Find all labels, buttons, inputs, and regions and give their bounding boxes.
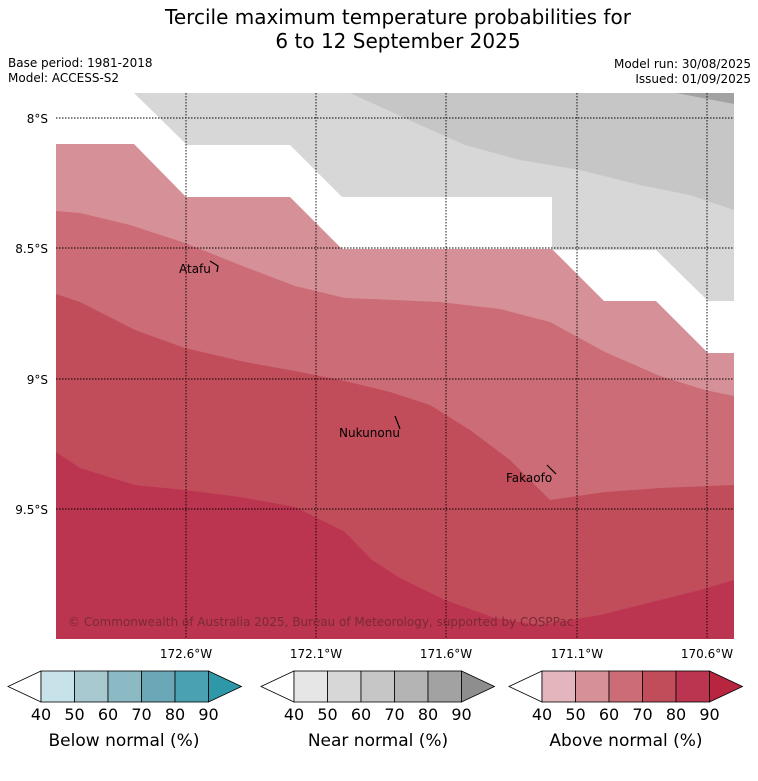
run-info: Model run: 30/08/2025 Issued: 01/09/2025	[614, 57, 751, 87]
title-line-1: Tercile maximum temperature probabilitie…	[165, 5, 631, 29]
model-text: Model: ACCESS-S2	[8, 71, 120, 85]
place-label-fakaofo: Fakaofo	[506, 471, 552, 485]
below-normal-colorbar-segment	[40, 670, 75, 703]
near-normal-colorbar-segment	[394, 670, 429, 703]
base-info: Base period: 1981-2018 Model: ACCESS-S2	[8, 56, 153, 86]
lon-label-170-6w: 170.6°W	[681, 647, 733, 661]
below-normal-tick-label: 60	[98, 705, 118, 724]
issued-text: Issued: 01/09/2025	[635, 72, 751, 86]
above-normal-colorbar-segment	[608, 670, 643, 703]
near-normal-colorbar-segment	[293, 670, 328, 703]
below-normal-colorbar-segment	[174, 670, 209, 703]
title-line-2: 6 to 12 September 2025	[275, 29, 521, 53]
fakaofo-island-outline	[546, 464, 557, 475]
below-normal-colorbar-min-arrow	[7, 670, 42, 703]
below-normal-tick-label: 70	[131, 705, 151, 724]
above-normal-colorbar-segment	[541, 670, 576, 703]
below-normal-tick-label: 40	[31, 705, 51, 724]
near-normal-tick-label: 70	[384, 705, 404, 724]
below-normal-colorbar-segment	[141, 670, 176, 703]
above-normal-tick-label: 40	[532, 705, 552, 724]
near-normal-tick-label: 60	[351, 705, 371, 724]
above-normal-tick-label: 60	[599, 705, 619, 724]
above-normal-colorbar-max-arrow	[709, 670, 744, 703]
near-normal-tick-label: 40	[284, 705, 304, 724]
base-period-text: Base period: 1981-2018	[8, 56, 153, 70]
near-normal-colorbar-segment	[360, 670, 395, 703]
below-normal-label: Below normal (%)	[48, 731, 200, 751]
near-normal-tick-label: 90	[451, 705, 471, 724]
lat-label-9s: 9°S	[27, 373, 48, 387]
below-normal-colorbar-max-arrow	[208, 670, 243, 703]
below-normal-colorbar-segment	[107, 670, 142, 703]
copyright-notice: © Commonwealth of Australia 2025, Bureau…	[68, 615, 573, 629]
above-normal-tick-label: 50	[565, 705, 585, 724]
lat-label-8-5s: 8.5°S	[15, 242, 48, 256]
near-normal-tick-label: 50	[317, 705, 337, 724]
lat-label-9-5s: 9.5°S	[15, 503, 48, 517]
below-normal-tick-label: 50	[64, 705, 84, 724]
above-normal-80-band	[56, 452, 734, 639]
near-normal-colorbar-max-arrow	[461, 670, 496, 703]
above-normal-colorbar-segment	[642, 670, 677, 703]
colorbar-group: 40 50 60 70 80 90 40 50 60 70 80 90 40 50 60 70 80 90	[7, 670, 744, 724]
map-title: Tercile maximum temperature probabilitie…	[0, 5, 758, 53]
atafu-island-outline	[209, 260, 219, 273]
graticule	[56, 93, 734, 639]
above-normal-colorbar-segment	[575, 670, 610, 703]
above-normal-label: Above normal (%)	[549, 731, 703, 751]
near-normal-colorbar-segment	[327, 670, 362, 703]
place-label-atafu: Atafu	[179, 262, 211, 276]
lat-label-8s: 8°S	[27, 112, 48, 126]
above-normal-tick-label: 70	[632, 705, 652, 724]
lon-label-172-6w: 172.6°W	[160, 647, 212, 661]
near-normal-colorbar-segment	[427, 670, 462, 703]
near-normal-colorbar-min-arrow	[260, 670, 295, 703]
near-normal-label: Near normal (%)	[307, 731, 449, 751]
below-normal-tick-label: 80	[165, 705, 185, 724]
above-normal-tick-label: 90	[699, 705, 719, 724]
model-run-text: Model run: 30/08/2025	[613, 57, 751, 71]
above-normal-colorbar-min-arrow	[508, 670, 543, 703]
above-normal-tick-label: 80	[666, 705, 686, 724]
nukunonu-island-outline	[394, 415, 401, 430]
above-normal-colorbar-segment	[675, 670, 710, 703]
near-normal-tick-label: 80	[418, 705, 438, 724]
near-normal-70-band	[676, 93, 734, 104]
below-normal-colorbar-segment	[74, 670, 109, 703]
below-normal-tick-label: 90	[198, 705, 218, 724]
place-label-nukunonu: Nukunonu	[339, 426, 400, 440]
near-normal-60-band	[350, 93, 734, 210]
lon-label-171-6w: 171.6°W	[420, 647, 472, 661]
lon-label-172-1w: 172.1°W	[290, 647, 342, 661]
lon-label-171-1w: 171.1°W	[551, 647, 603, 661]
